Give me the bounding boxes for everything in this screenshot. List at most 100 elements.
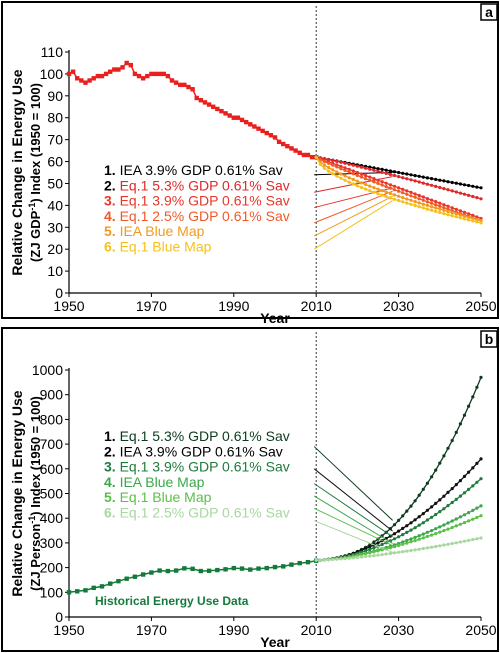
projection-point-3: [479, 477, 483, 481]
historical-point: [91, 585, 96, 591]
projection-point-3: [376, 178, 380, 182]
projection-point-6: [331, 557, 335, 562]
projection-point-2: [380, 170, 384, 174]
projection-point-1: [430, 475, 434, 479]
projection-point-1: [401, 171, 405, 175]
x-tick-label: 2050: [465, 622, 496, 638]
historical-point: [219, 108, 224, 114]
projection-point-3: [421, 521, 425, 525]
projection-point-3: [458, 494, 462, 498]
projection-point-2: [467, 470, 471, 474]
historical-point: [297, 560, 302, 566]
historical-point: [281, 564, 286, 569]
projection-point-2: [421, 511, 425, 516]
y-tick-label: 0: [55, 609, 63, 625]
projection-point-2: [351, 163, 355, 167]
projection-point-5: [364, 182, 368, 187]
historical-point: [223, 567, 228, 572]
historical-point: [272, 135, 278, 140]
projection-point-6: [438, 544, 442, 548]
projection-point-6: [392, 197, 397, 201]
historical-point: [178, 82, 183, 88]
historical-point: [281, 141, 286, 147]
projection-point-5: [364, 552, 368, 556]
projection-point-1: [438, 178, 442, 182]
historical-point: [190, 566, 195, 572]
historical-point: [157, 71, 162, 77]
projection-point-1: [401, 514, 405, 518]
historical-point: [66, 590, 72, 595]
panel-letter: a: [485, 4, 493, 20]
historical-point: [186, 84, 191, 90]
panel-letter: b: [485, 331, 494, 347]
projection-point-4: [417, 197, 421, 201]
panel-badge: [480, 3, 498, 21]
historical-point: [289, 146, 294, 151]
projection-point-1: [479, 375, 483, 379]
projection-point-5: [372, 550, 376, 554]
projection-point-6: [467, 218, 471, 222]
historical-point: [248, 122, 253, 127]
projection-point-4: [322, 159, 326, 164]
projection-point-5: [397, 194, 401, 198]
projection-point-5: [471, 517, 475, 521]
projection-point-4: [434, 527, 438, 531]
projection-point-3: [434, 512, 438, 517]
projection-point-5: [405, 197, 409, 201]
projection-point-5: [417, 201, 421, 205]
projection-point-3: [467, 212, 471, 216]
projection-point-1: [376, 167, 380, 171]
projection-point-3: [343, 166, 347, 170]
projection-point-6: [364, 187, 368, 191]
projection-point-1: [438, 461, 442, 465]
projection-point-3: [417, 193, 421, 198]
projection-label-3: 3. Eq.1 3.9% GDP 0.61% Sav: [104, 193, 290, 209]
projection-point-1: [384, 168, 388, 172]
projection-point-3: [392, 537, 397, 541]
projection-point-1: [442, 454, 446, 458]
projection-point-2: [430, 183, 434, 187]
projection-point-4: [425, 530, 429, 534]
projection-point-2: [434, 501, 438, 505]
projection-point-3: [462, 491, 467, 495]
projection-point-3: [471, 484, 475, 488]
projection-point-6: [351, 182, 355, 186]
projection-point-2: [364, 166, 368, 170]
projection-point-3: [380, 542, 384, 547]
projection-point-1: [392, 170, 397, 174]
projection-point-2: [458, 191, 462, 195]
projection-point-6: [413, 548, 417, 552]
projection-point-5: [388, 191, 392, 196]
historical-point: [256, 126, 261, 131]
projection-point-6: [401, 200, 405, 204]
historical-point: [297, 150, 302, 155]
projection-line-1: [316, 377, 482, 561]
historical-point: [66, 71, 72, 77]
historical-point: [211, 104, 216, 109]
y-tick-label: 40: [47, 197, 63, 213]
projection-point-5: [467, 215, 471, 219]
projection-point-3: [467, 487, 471, 491]
projection-point-6: [359, 555, 364, 559]
projection-point-1: [413, 499, 417, 503]
projection-point-5: [327, 165, 331, 170]
projection-point-5: [479, 514, 483, 518]
projection-point-2: [450, 487, 454, 491]
historical-data-annotation: Historical Energy Use Data: [95, 594, 249, 608]
panel-frame: [1, 1, 499, 319]
projection-point-3: [397, 186, 401, 190]
projection-point-4: [355, 173, 359, 177]
projection-point-2: [467, 193, 471, 197]
projection-point-6: [372, 190, 376, 194]
projection-point-1: [442, 179, 446, 183]
historical-series-line: [68, 559, 317, 594]
historical-point: [165, 568, 171, 574]
projection-point-3: [347, 167, 351, 171]
projection-point-2: [392, 532, 397, 536]
y-tick-label: 60: [47, 154, 63, 170]
projection-point-2: [405, 524, 409, 528]
y-axis-label-line1: Relative Change in Energy Use: [9, 390, 25, 596]
projection-point-2: [446, 490, 450, 494]
projection-point-3: [364, 174, 368, 178]
projection-point-6: [471, 219, 475, 223]
